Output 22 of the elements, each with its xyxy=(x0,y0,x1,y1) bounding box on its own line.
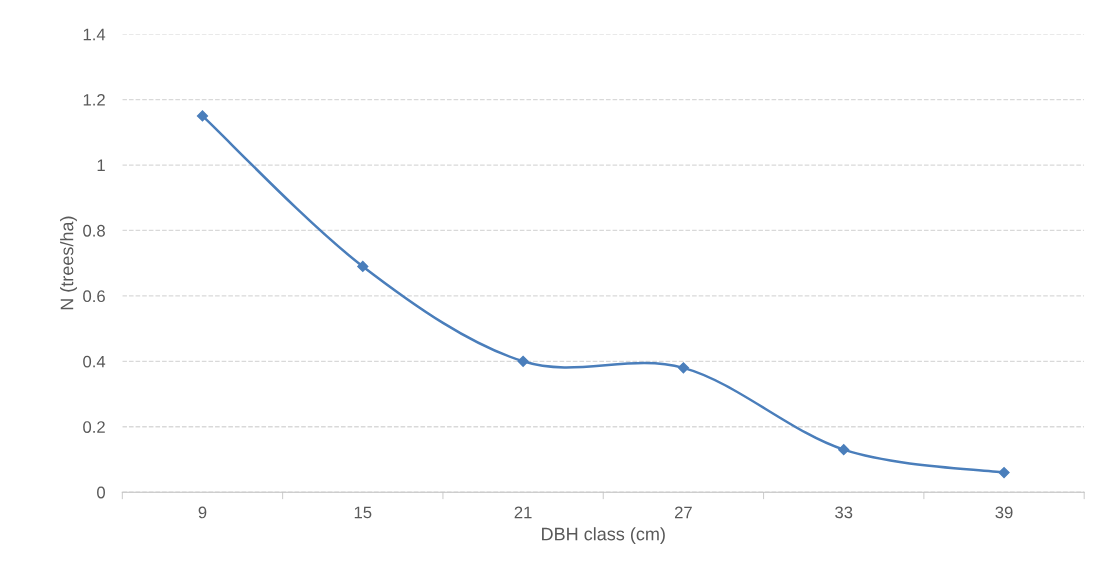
point xyxy=(677,362,690,374)
x-tick-label: 21 xyxy=(514,506,532,519)
x-tick-label: 9 xyxy=(198,506,207,519)
x-tick-label: 15 xyxy=(354,506,372,519)
y-tick-label: 1.4 xyxy=(83,28,106,41)
y-tick-label: 0.4 xyxy=(83,355,106,368)
y-tick-label: 0 xyxy=(97,486,105,499)
x-tick-label: 27 xyxy=(674,506,692,519)
x-tick-label: 39 xyxy=(995,506,1013,519)
y-tick-label: 0.8 xyxy=(83,224,105,237)
point xyxy=(196,110,209,122)
point xyxy=(838,444,850,456)
y-axis-title: N (trees/ha) xyxy=(60,216,77,310)
y-tick-label: 1 xyxy=(97,159,105,172)
y-tick-label: 0.2 xyxy=(83,421,105,433)
y-tick-label: 0.6 xyxy=(83,290,105,303)
x-axis-title: DBH class (cm) xyxy=(542,527,665,544)
x-tick-label: 33 xyxy=(835,506,853,519)
point xyxy=(998,466,1010,479)
point xyxy=(357,260,369,273)
y-tick-label: 1.2 xyxy=(83,93,105,106)
point xyxy=(517,355,529,367)
